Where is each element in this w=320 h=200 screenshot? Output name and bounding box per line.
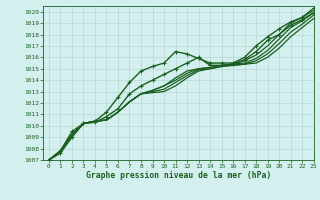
X-axis label: Graphe pression niveau de la mer (hPa): Graphe pression niveau de la mer (hPa) (86, 171, 271, 180)
